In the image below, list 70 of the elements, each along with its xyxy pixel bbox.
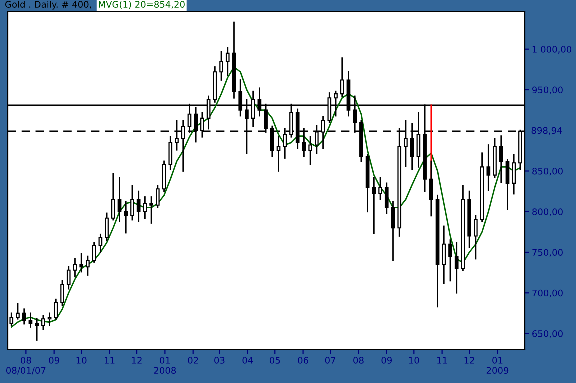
- candlestick: [220, 51, 224, 81]
- x-tick-label: 12: [464, 357, 474, 364]
- x-tick-label: 05: [270, 357, 280, 364]
- y-tick-label: 750,00: [532, 249, 563, 257]
- ref-line-label: 898,94: [532, 127, 562, 136]
- candlestick: [486, 144, 491, 192]
- candlestick: [73, 258, 78, 278]
- chart-title: Gold . Daily. # 400,: [6, 1, 92, 10]
- y-tick-label: 850,00: [532, 168, 563, 176]
- y-tick-label: 650,00: [532, 330, 563, 338]
- candlestick: [150, 196, 154, 224]
- x-tick-label: 02: [188, 357, 198, 364]
- candlestick: [86, 256, 90, 276]
- x-tick-label: 01 2008: [154, 357, 176, 374]
- candlestick: [66, 266, 71, 290]
- x-tick-label: 08 08/01/07: [6, 357, 46, 375]
- candlestick: [448, 240, 452, 282]
- candlestick: [143, 196, 148, 220]
- candlestick: [80, 253, 84, 273]
- candlestick: [130, 185, 134, 221]
- y-tick-label: 700,00: [532, 290, 563, 298]
- y-tick-label: 950,00: [532, 86, 563, 94]
- x-tick-label: 04: [242, 357, 254, 364]
- candlestick: [512, 154, 516, 195]
- line-series: [10, 66, 522, 328]
- y-tick-label: 1 000,00: [532, 46, 572, 54]
- candlestick: [340, 58, 344, 98]
- x-tick-label: 12: [132, 357, 142, 364]
- candlestick: [111, 172, 116, 221]
- y-tick-label: 800,00: [532, 208, 563, 216]
- x-tick-label: 11: [105, 357, 115, 364]
- candlestick: [48, 312, 52, 326]
- candlestick: [168, 136, 173, 170]
- x-tick-label: 10: [409, 357, 420, 364]
- candlestick: [384, 182, 389, 214]
- candlestick: [22, 308, 26, 325]
- candlestick: [35, 318, 39, 341]
- x-tick-label: 06: [298, 357, 308, 364]
- candlestick: [136, 190, 141, 222]
- candlestick: [105, 212, 109, 242]
- x-tick-label: 03: [214, 357, 225, 364]
- candlestick: [124, 201, 128, 234]
- candlestick: [28, 312, 33, 328]
- candlestick: [454, 242, 459, 294]
- candlestick: [372, 177, 376, 235]
- candlestick: [378, 177, 382, 200]
- candlestick: [391, 201, 396, 262]
- candlestick: [92, 242, 96, 263]
- candlestick: [474, 215, 478, 260]
- candlestick: [226, 47, 230, 76]
- text: MVG(1) 20=854,20: [99, 1, 185, 10]
- candlestick: [42, 315, 46, 330]
- x-tick-label: 10: [76, 357, 87, 364]
- x-tick-label: 01 2009: [486, 357, 509, 374]
- candlestick: [98, 234, 103, 254]
- x-tick-label: 09: [49, 357, 60, 364]
- candlestick: [156, 185, 160, 209]
- candlestick: [442, 226, 446, 284]
- candlestick: [499, 136, 504, 184]
- candlestick: [16, 302, 20, 320]
- x-tick-label: 09: [382, 357, 392, 364]
- candlestick: [118, 177, 122, 222]
- candlestick: [54, 298, 58, 320]
- candlestick: [308, 136, 312, 166]
- candlestick: [506, 159, 510, 210]
- x-tick-label: 08: [354, 357, 364, 364]
- candlestick: [276, 136, 281, 172]
- x-tick-label: 11: [438, 357, 448, 364]
- x-tick-label: 07: [325, 357, 336, 364]
- candlestick: [60, 280, 64, 306]
